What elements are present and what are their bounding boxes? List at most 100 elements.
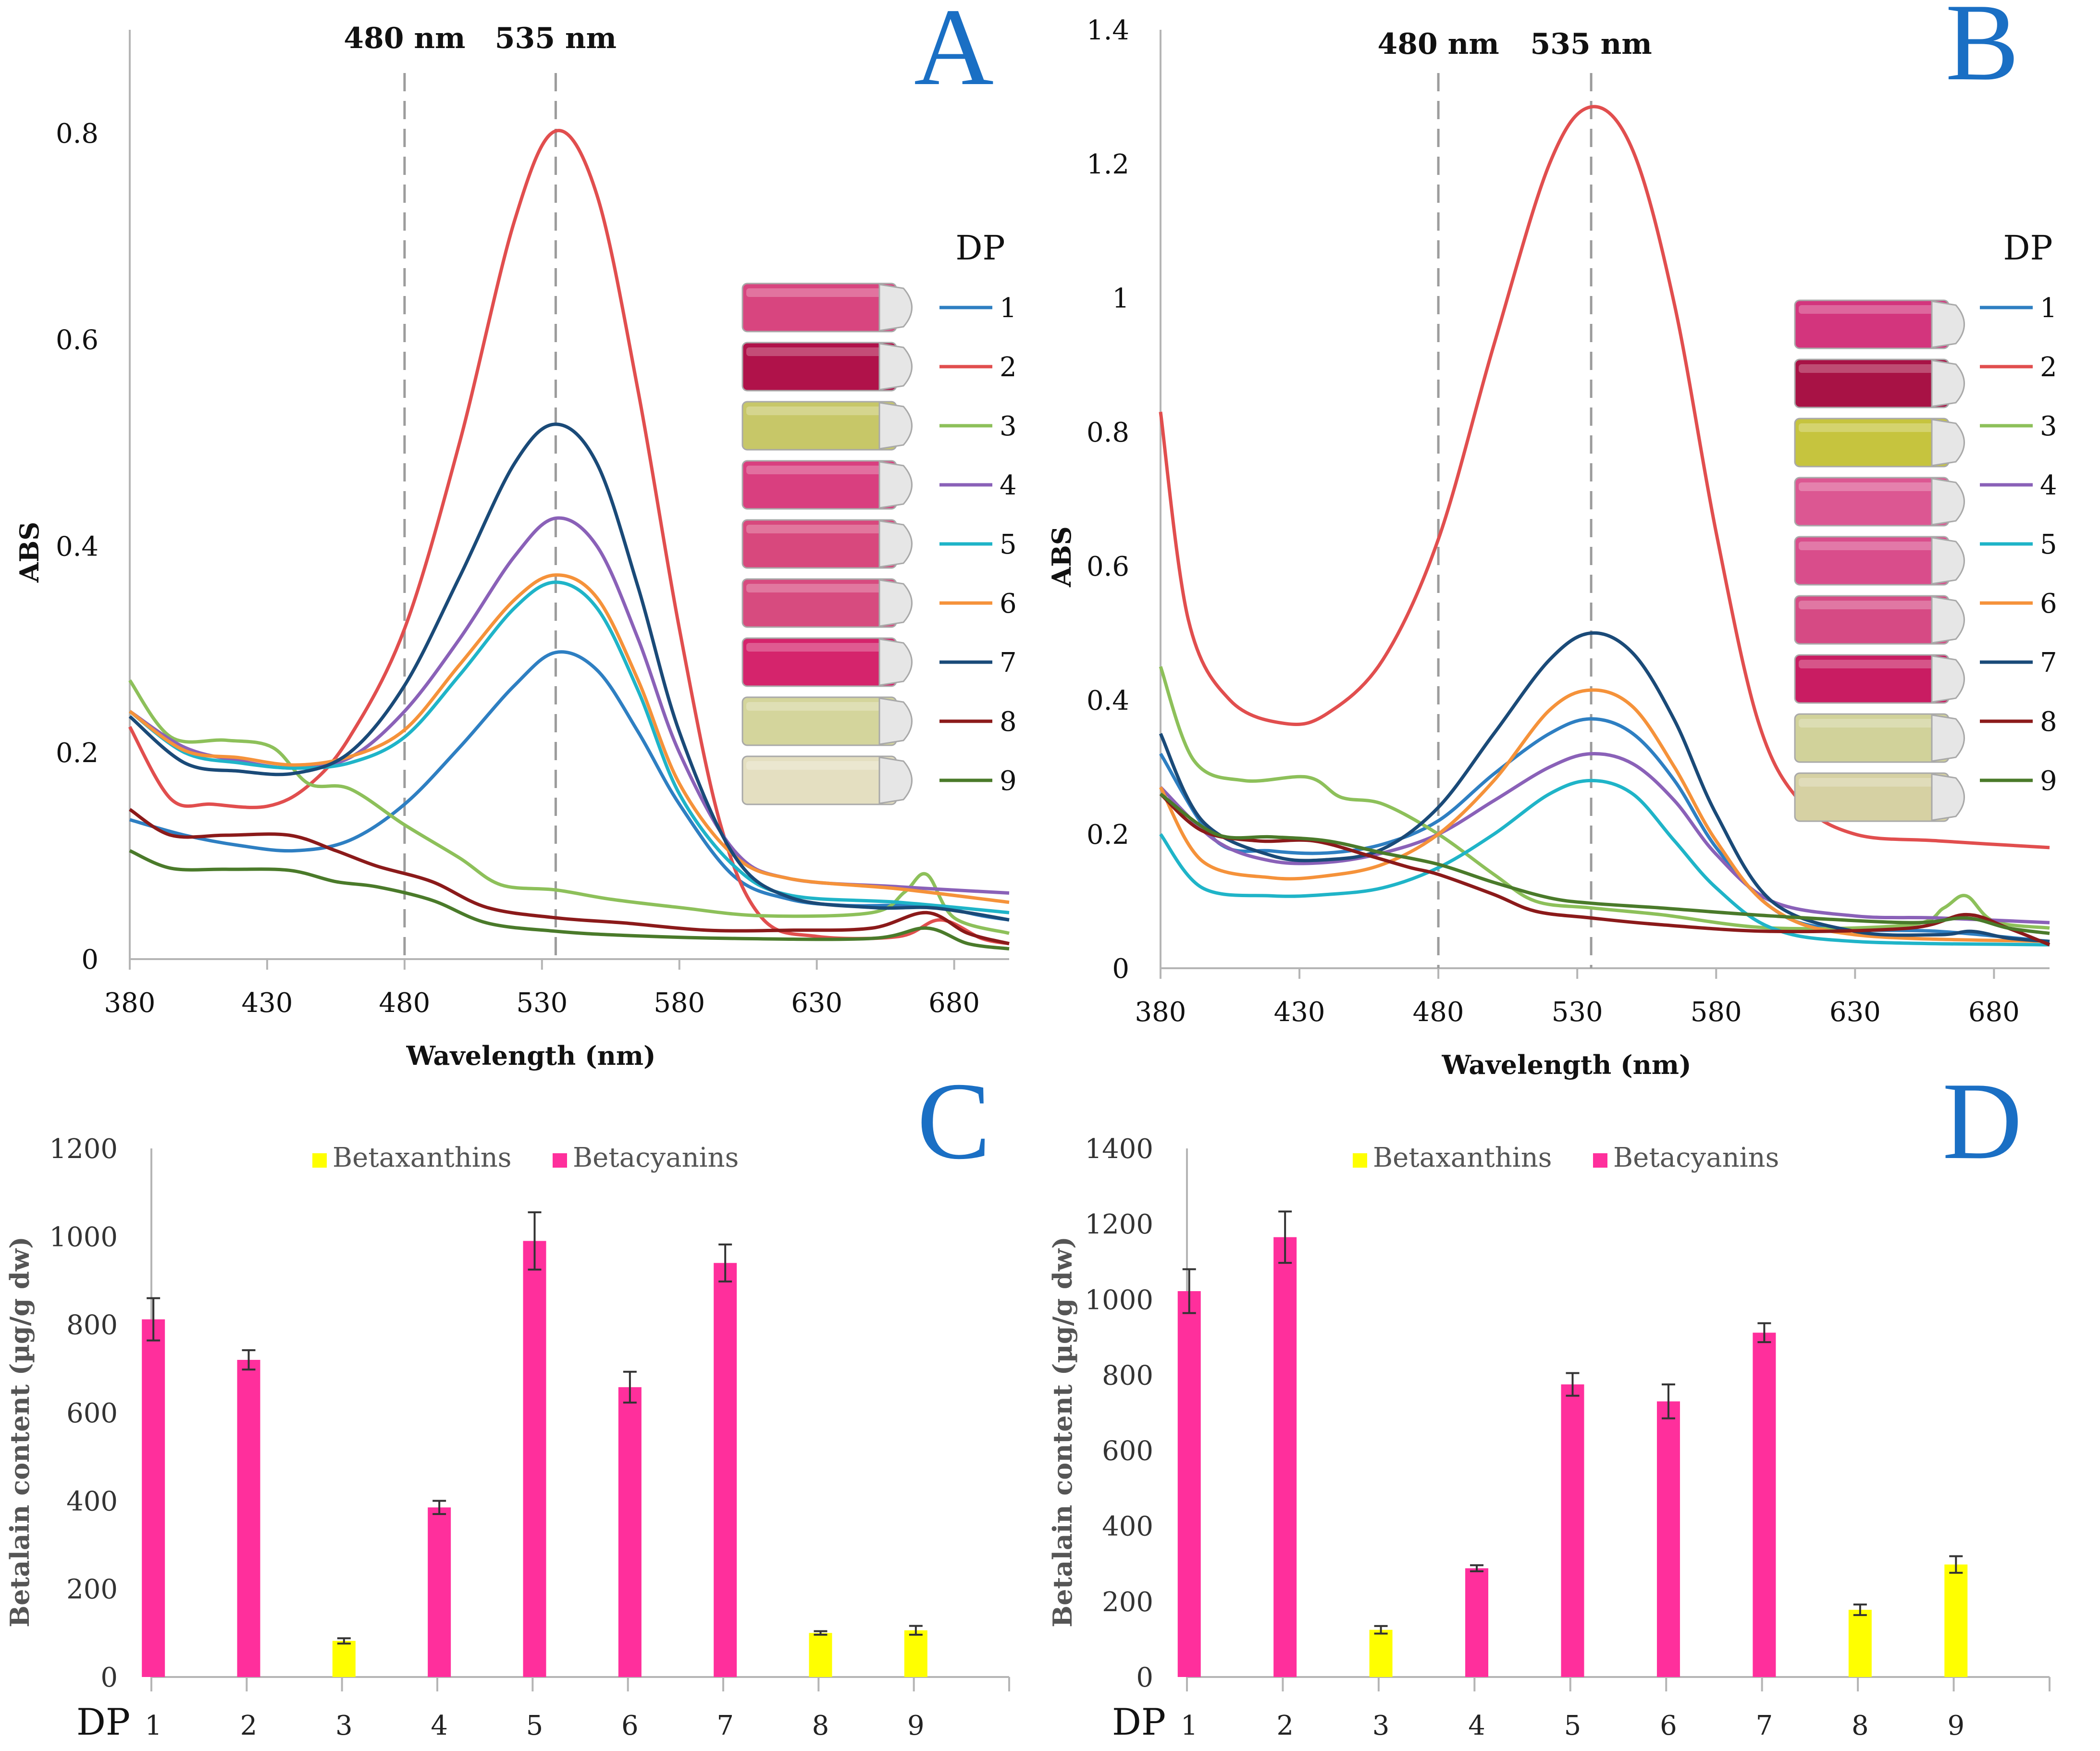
legend-swatch-betacyanins <box>553 1153 567 1168</box>
vial-cap <box>1931 300 1965 348</box>
y-tick-label: 1.2 <box>1087 149 1129 180</box>
category-label-dp-5: 5 <box>526 1710 544 1741</box>
y-tick-label: 1200 <box>1085 1209 1153 1240</box>
vial-cap <box>1931 596 1965 644</box>
legend-label-dp-5: 5 <box>1000 529 1017 560</box>
x-axis-label: Wavelength (nm) <box>406 1040 655 1071</box>
legend-label-betaxanthins: Betaxanthins <box>1373 1142 1552 1173</box>
legend-label-dp-5: 5 <box>2040 529 2057 560</box>
vial-highlight <box>746 288 890 297</box>
vial-image-dp-1 <box>741 283 913 333</box>
legend-label-betacyanins: Betacyanins <box>573 1142 739 1173</box>
betacyanins-bar-dp-6 <box>1656 1401 1680 1677</box>
legend-label-dp-1: 1 <box>1000 293 1017 324</box>
vial-image-dp-4 <box>741 460 913 510</box>
vial-cap <box>1931 655 1965 703</box>
y-tick-label: 0.6 <box>56 325 99 356</box>
y-tick-label: 400 <box>66 1486 118 1517</box>
y-axis-label: ABS <box>1046 526 1077 588</box>
y-tick-label: 200 <box>1102 1587 1153 1618</box>
x-tick-label: 430 <box>1274 997 1325 1028</box>
reference-label-535: 535 nm <box>495 22 617 55</box>
y-tick-label: 0.2 <box>1087 819 1129 851</box>
y-tick-label: 0 <box>1136 1662 1153 1693</box>
legend-swatch-betaxanthins <box>312 1153 327 1168</box>
bar-chart-D: 0 200 400 600 800 1000 1200 1400 1 2 3 4 5 6 7 8 9 DP Beta… <box>1047 1060 2051 1743</box>
y-tick-label: 800 <box>1102 1360 1153 1391</box>
legend-title: DP <box>955 228 1005 268</box>
line-chart-A: 0 0.2 0.4 0.6 0.8 380 430 480 530 580 630 680 Wavele… <box>14 0 1017 1071</box>
betacyanins-bar-dp-2 <box>1273 1237 1297 1677</box>
series-line-dp-8 <box>1159 792 2051 947</box>
betacyanins-bar-dp-4 <box>428 1507 451 1677</box>
betacyanins-bar-dp-1 <box>142 1319 165 1677</box>
y-tick-label: 0.8 <box>1087 417 1129 448</box>
vial-image-dp-9 <box>1794 772 1965 822</box>
y-tick-label: 1.4 <box>1087 15 1129 46</box>
x-tick-label: 630 <box>791 987 842 1019</box>
vial-cap <box>1931 773 1965 821</box>
legend-label-dp-9: 9 <box>2040 765 2057 797</box>
legend-label-dp-4: 4 <box>2040 470 2057 501</box>
vial-highlight <box>1799 778 1943 787</box>
vial-highlight <box>1799 542 1943 550</box>
vial-image-dp-6 <box>1794 595 1965 645</box>
y-tick-label: 1 <box>1112 283 1129 314</box>
betacyanins-bar-dp-4 <box>1465 1568 1489 1677</box>
panel-letter-A: A <box>914 0 994 108</box>
vial-highlight <box>1799 482 1943 491</box>
y-tick-label: 800 <box>66 1310 118 1341</box>
betacyanins-bar-dp-5 <box>1561 1384 1584 1677</box>
y-tick-label: 0.4 <box>56 531 99 562</box>
category-label-dp-7: 7 <box>716 1710 734 1741</box>
reference-label-480: 480 nm <box>344 22 465 55</box>
category-label-dp-8: 8 <box>812 1710 829 1741</box>
y-tick-label: 0 <box>100 1662 118 1693</box>
series-line-dp-3 <box>1159 666 2050 931</box>
vial-highlight <box>746 584 890 592</box>
y-tick-label: 0.6 <box>1087 551 1129 582</box>
legend-label-dp-8: 8 <box>1000 706 1017 738</box>
panel-letter-B: B <box>1945 0 2019 103</box>
y-tick-label: 200 <box>66 1574 118 1605</box>
y-tick-label: 0 <box>81 944 99 975</box>
betacyanins-bar-dp-5 <box>523 1241 546 1677</box>
series-line-dp-9 <box>1159 792 2050 935</box>
vial-cap <box>1931 419 1965 467</box>
vial-highlight <box>746 761 890 770</box>
vial-highlight <box>1799 423 1943 432</box>
category-label-dp-6: 6 <box>621 1710 639 1741</box>
betaxanthins-bar-dp-9 <box>1944 1564 1968 1677</box>
legend-swatch-betaxanthins <box>1353 1153 1367 1168</box>
panel-letter-D: D <box>1942 1060 2022 1182</box>
vial-image-dp-2 <box>1794 358 1965 408</box>
category-label-dp-9: 9 <box>1947 1710 1964 1741</box>
vial-image-dp-7 <box>741 637 913 687</box>
category-label-dp-4: 4 <box>1468 1710 1485 1741</box>
category-label-dp-3: 3 <box>1372 1710 1390 1741</box>
x-tick-label: 630 <box>1829 997 1881 1028</box>
x-tick-label: 530 <box>1552 997 1603 1028</box>
y-tick-label: 1400 <box>1085 1134 1153 1165</box>
x-tick-label: 430 <box>241 987 293 1019</box>
x-tick-label: 680 <box>928 987 980 1019</box>
series-line-dp-8 <box>129 808 1010 946</box>
y-axis-label: Betalain content (µg/g dw) <box>4 1236 35 1627</box>
vial-highlight <box>1799 305 1943 314</box>
betaxanthins-bar-dp-3 <box>1369 1629 1393 1677</box>
vial-highlight <box>1799 601 1943 609</box>
vial-cap <box>1931 714 1965 762</box>
vial-highlight <box>1799 364 1943 373</box>
legend-label-betaxanthins: Betaxanthins <box>333 1142 512 1173</box>
betacyanins-bar-dp-1 <box>1177 1291 1201 1677</box>
vial-highlight <box>1799 719 1943 728</box>
x-tick-label: 580 <box>1691 997 1742 1028</box>
legend-title: DP <box>2003 228 2052 268</box>
vial-cap <box>878 756 913 804</box>
vial-cap <box>878 284 913 332</box>
bar-chart-C: 0 200 400 600 800 1000 1200 1 2 3 4 5 6 7 8 9 DP Betalain… <box>4 1060 1010 1743</box>
category-label-dp-4: 4 <box>431 1710 448 1741</box>
series-line-dp-7 <box>1159 631 2050 943</box>
x-axis-label: Wavelength (nm) <box>1441 1049 1691 1080</box>
